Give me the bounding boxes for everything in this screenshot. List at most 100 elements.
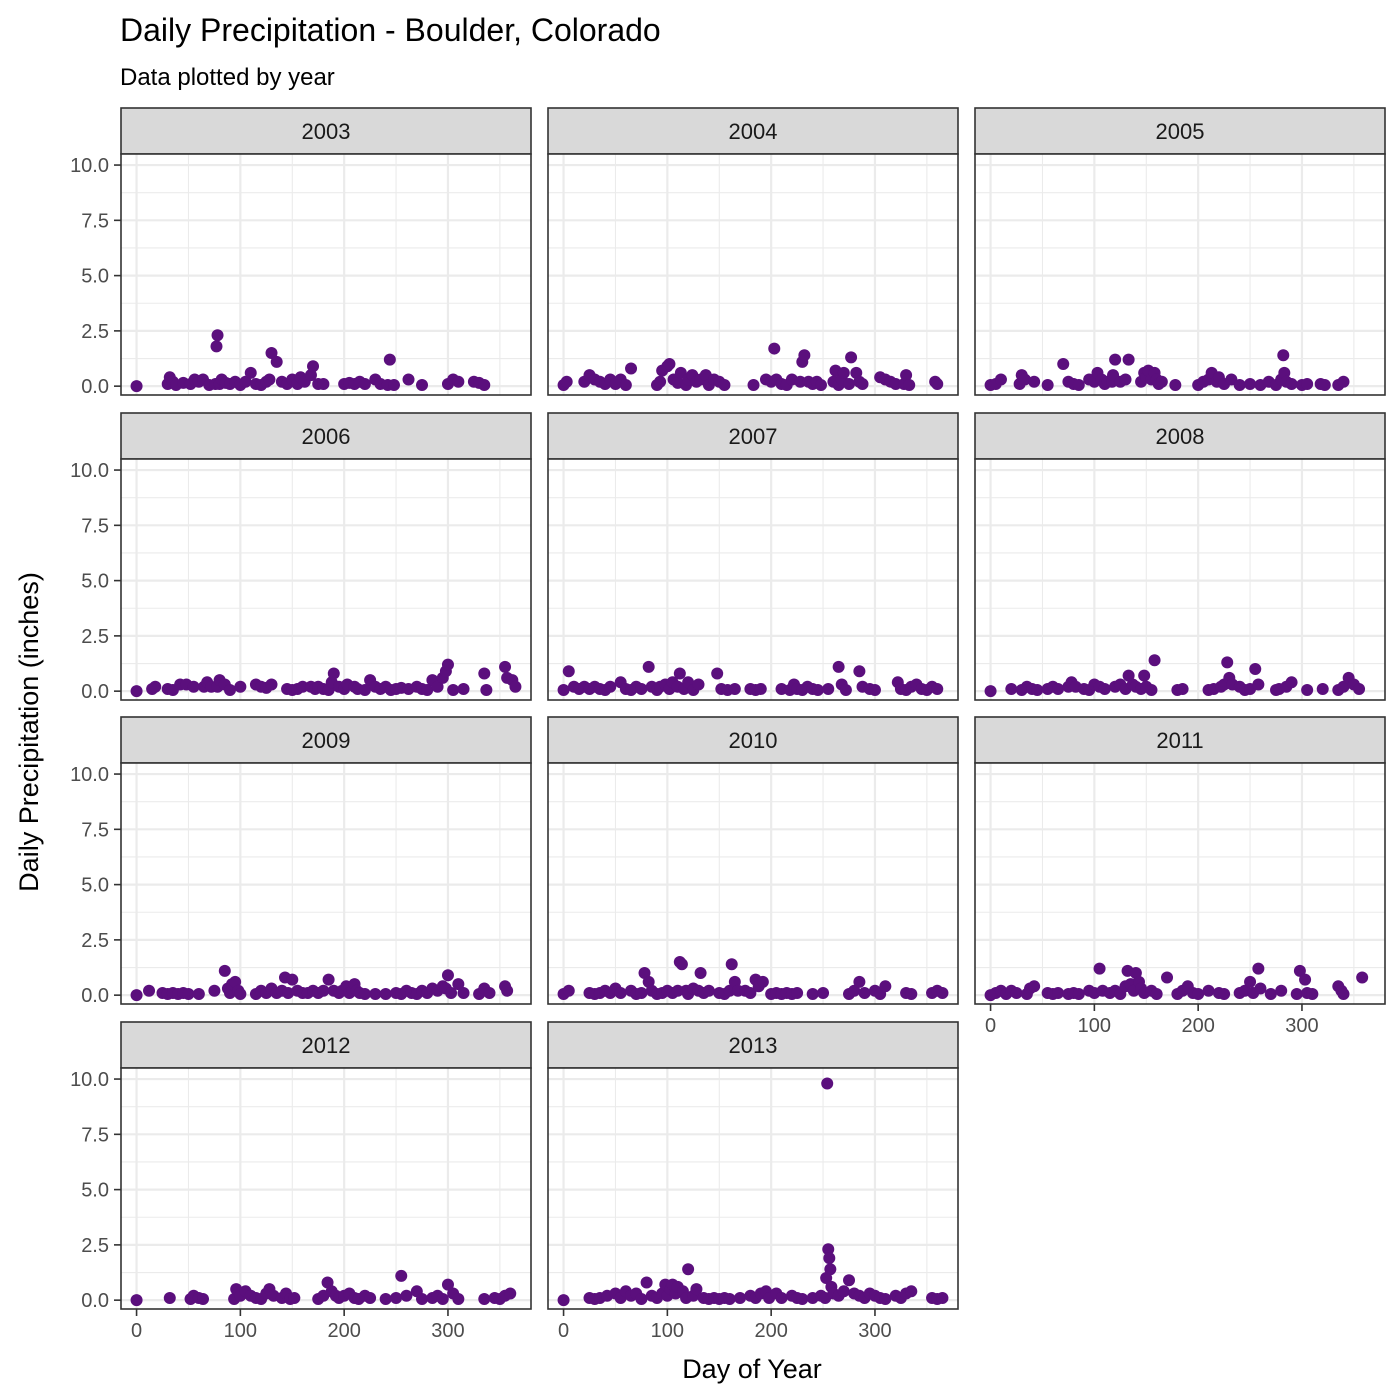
- data-point: [1028, 375, 1041, 388]
- data-point: [395, 1269, 408, 1282]
- y-tick-label: 10.0: [70, 460, 109, 482]
- data-point: [718, 379, 731, 392]
- data-point: [223, 684, 236, 697]
- data-point: [445, 986, 458, 999]
- panel-background: [975, 154, 1385, 395]
- data-point: [822, 1243, 835, 1256]
- panel-border: [974, 762, 1386, 1005]
- data-point: [509, 680, 522, 693]
- data-point: [387, 379, 400, 392]
- data-point: [832, 660, 845, 673]
- facet-strip-label: 2004: [729, 119, 778, 144]
- panel-background: [548, 1068, 958, 1309]
- data-point: [635, 1293, 648, 1306]
- facet-panel-2005: 2005: [974, 107, 1386, 396]
- data-point: [1028, 980, 1041, 993]
- data-point: [1192, 988, 1205, 1001]
- data-point: [723, 984, 736, 997]
- data-point: [1221, 656, 1234, 669]
- data-point: [431, 680, 444, 693]
- facet-strip: [547, 1021, 959, 1069]
- panel-border: [120, 153, 532, 396]
- facet-strip: [120, 1021, 532, 1069]
- facet-panel-2012: 2012 0.0 2.5 5.0 7.5 10.0 0 100 200 300: [70, 1021, 532, 1342]
- y-tick-label: 7.5: [81, 819, 109, 841]
- data-point: [1202, 984, 1215, 997]
- data-point: [182, 988, 195, 1001]
- x-tick-label: 100: [1078, 1015, 1111, 1037]
- data-point: [416, 1293, 429, 1306]
- panel-background: [121, 459, 531, 700]
- data-point: [130, 380, 143, 393]
- data-point: [130, 1294, 143, 1307]
- data-point: [889, 377, 902, 390]
- facet-strip: [547, 716, 959, 764]
- x-tick-label: 100: [651, 1320, 684, 1342]
- y-tick-label: 2.5: [81, 626, 109, 648]
- data-point: [1041, 379, 1054, 392]
- data-point: [239, 375, 252, 388]
- data-point: [1285, 676, 1298, 689]
- facet-panel-2003: 2003 0.0 2.5 5.0 7.5 10.0: [70, 107, 532, 398]
- facet-strip: [974, 716, 1386, 764]
- data-point: [837, 366, 850, 379]
- x-tick-label: 200: [327, 1320, 360, 1342]
- data-point: [1119, 373, 1132, 386]
- y-tick-label: 7.5: [81, 210, 109, 232]
- x-tick-label: 100: [224, 1320, 257, 1342]
- facet-strip-label: 2003: [302, 119, 351, 144]
- facet-strip-label: 2012: [302, 1033, 351, 1058]
- data-point: [690, 1283, 703, 1296]
- y-tick-label: 10.0: [70, 1069, 109, 1091]
- data-point: [282, 986, 295, 999]
- y-tick-label: 5.0: [81, 875, 109, 897]
- data-point: [1290, 988, 1303, 1001]
- data-point: [936, 1291, 949, 1304]
- data-point: [1010, 986, 1023, 999]
- data-point: [775, 1291, 788, 1304]
- data-point: [218, 964, 231, 977]
- facet-strip-label: 2010: [729, 728, 778, 753]
- x-tick-label: 0: [558, 1320, 569, 1342]
- data-point: [711, 667, 724, 680]
- data-point: [270, 355, 283, 368]
- data-point: [1148, 654, 1161, 667]
- data-point: [791, 986, 804, 999]
- panel-background: [548, 154, 958, 395]
- data-point: [163, 1291, 176, 1304]
- data-point: [879, 1293, 892, 1306]
- data-point: [358, 377, 371, 390]
- data-point: [625, 362, 638, 375]
- data-point: [817, 986, 830, 999]
- data-point: [702, 984, 715, 997]
- y-tick-label: 7.5: [81, 1124, 109, 1146]
- panel-background: [975, 459, 1385, 700]
- x-tick-label: 200: [1181, 1015, 1214, 1037]
- data-point: [210, 340, 223, 353]
- data-point: [768, 342, 781, 355]
- data-point: [1249, 663, 1262, 676]
- data-point: [1301, 684, 1314, 697]
- data-point: [1098, 682, 1111, 695]
- panel-border: [120, 1067, 532, 1310]
- data-point: [457, 986, 470, 999]
- facet-strip-label: 2005: [1156, 119, 1205, 144]
- facet-strip-label: 2011: [1156, 728, 1203, 753]
- y-tick-label: 5.0: [81, 266, 109, 288]
- facet-strip: [547, 107, 959, 155]
- data-point: [390, 1291, 403, 1304]
- data-point: [1150, 988, 1163, 1001]
- data-point: [673, 667, 686, 680]
- data-point: [1122, 353, 1135, 366]
- data-point: [821, 1077, 834, 1090]
- data-point: [1337, 375, 1350, 388]
- data-point: [478, 667, 491, 680]
- facet-strip: [974, 412, 1386, 460]
- y-axis-title: Daily Precipitation (inches): [14, 572, 44, 892]
- y-tick-label: 5.0: [81, 571, 109, 593]
- data-point: [823, 1252, 836, 1265]
- data-point: [562, 665, 575, 678]
- data-point: [421, 684, 434, 697]
- data-point: [1169, 379, 1182, 392]
- data-point: [1031, 684, 1044, 697]
